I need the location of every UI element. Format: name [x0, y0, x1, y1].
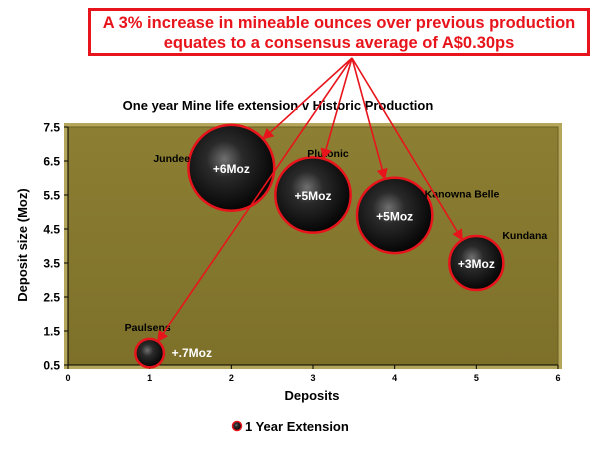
bubble-value-label: +6Moz: [213, 162, 250, 176]
callout-arrow: [351, 57, 388, 181]
bubble-jundee: +6Moz Jundee: [153, 123, 276, 212]
legend-label: 1 Year Extension: [245, 419, 349, 434]
bubble-name-label: Plutonic: [307, 148, 349, 160]
callout-arrow: [157, 57, 353, 343]
bubble-marker: [355, 176, 434, 255]
y-axis-label: Deposit size (Moz): [15, 188, 30, 301]
y-tick-label: 5.5: [43, 189, 60, 203]
y-tick-label: 0.5: [43, 359, 60, 373]
legend-marker: [231, 420, 243, 432]
x-tick-label: 3: [310, 373, 315, 383]
callout-line-2: equates to a consensus average of A$0.30…: [163, 34, 515, 52]
bubble-kundana: +3Moz Kundana: [448, 230, 547, 292]
bubble-value-label: +.7Moz: [172, 346, 212, 360]
y-tick-label: 3.5: [43, 257, 60, 271]
bubble-name-label: Kundana: [502, 230, 547, 242]
callout-arrows: [157, 57, 463, 343]
callout-arrow: [262, 57, 353, 140]
y-tick-label: 7.5: [43, 121, 60, 135]
y-tick-label: 4.5: [43, 223, 60, 237]
x-tick-label: 1: [147, 373, 152, 383]
bubble-name-label: Jundee: [153, 153, 190, 165]
legend: 1 Year Extension: [231, 419, 349, 434]
callout-line-1: A 3% increase in mineable ounces over pr…: [102, 14, 576, 32]
bubble-value-label: +5Moz: [376, 209, 413, 223]
x-tick-label: 6: [555, 373, 560, 383]
x-tick-label: 2: [229, 373, 234, 383]
bubble-kanowna-belle: +5Moz Kanowna Belle: [355, 176, 500, 255]
y-tick-label: 6.5: [43, 155, 60, 169]
bubble-name-label: Kanowna Belle: [425, 188, 500, 200]
bubble-value-label: +3Moz: [458, 257, 495, 271]
bubble-marker: [187, 123, 276, 212]
callout-box: A 3% increase in mineable ounces over pr…: [88, 8, 590, 56]
x-tick-label: 0: [65, 373, 70, 383]
bubble-value-label: +5Moz: [294, 189, 331, 203]
bubble-marker: [448, 234, 505, 292]
y-tick-label: 1.5: [43, 325, 60, 339]
x-tick-label: 4: [392, 373, 397, 383]
callout-arrow: [320, 57, 353, 160]
bubble-marker: [274, 156, 352, 234]
bubble-marker: [134, 337, 166, 369]
chart-title: One year Mine life extension v Historic …: [123, 98, 434, 113]
y-tick-label: 2.5: [43, 291, 60, 305]
x-tick-label: 5: [474, 373, 479, 383]
x-axis-label: Deposits: [285, 388, 340, 403]
callout-arrow: [351, 57, 463, 241]
